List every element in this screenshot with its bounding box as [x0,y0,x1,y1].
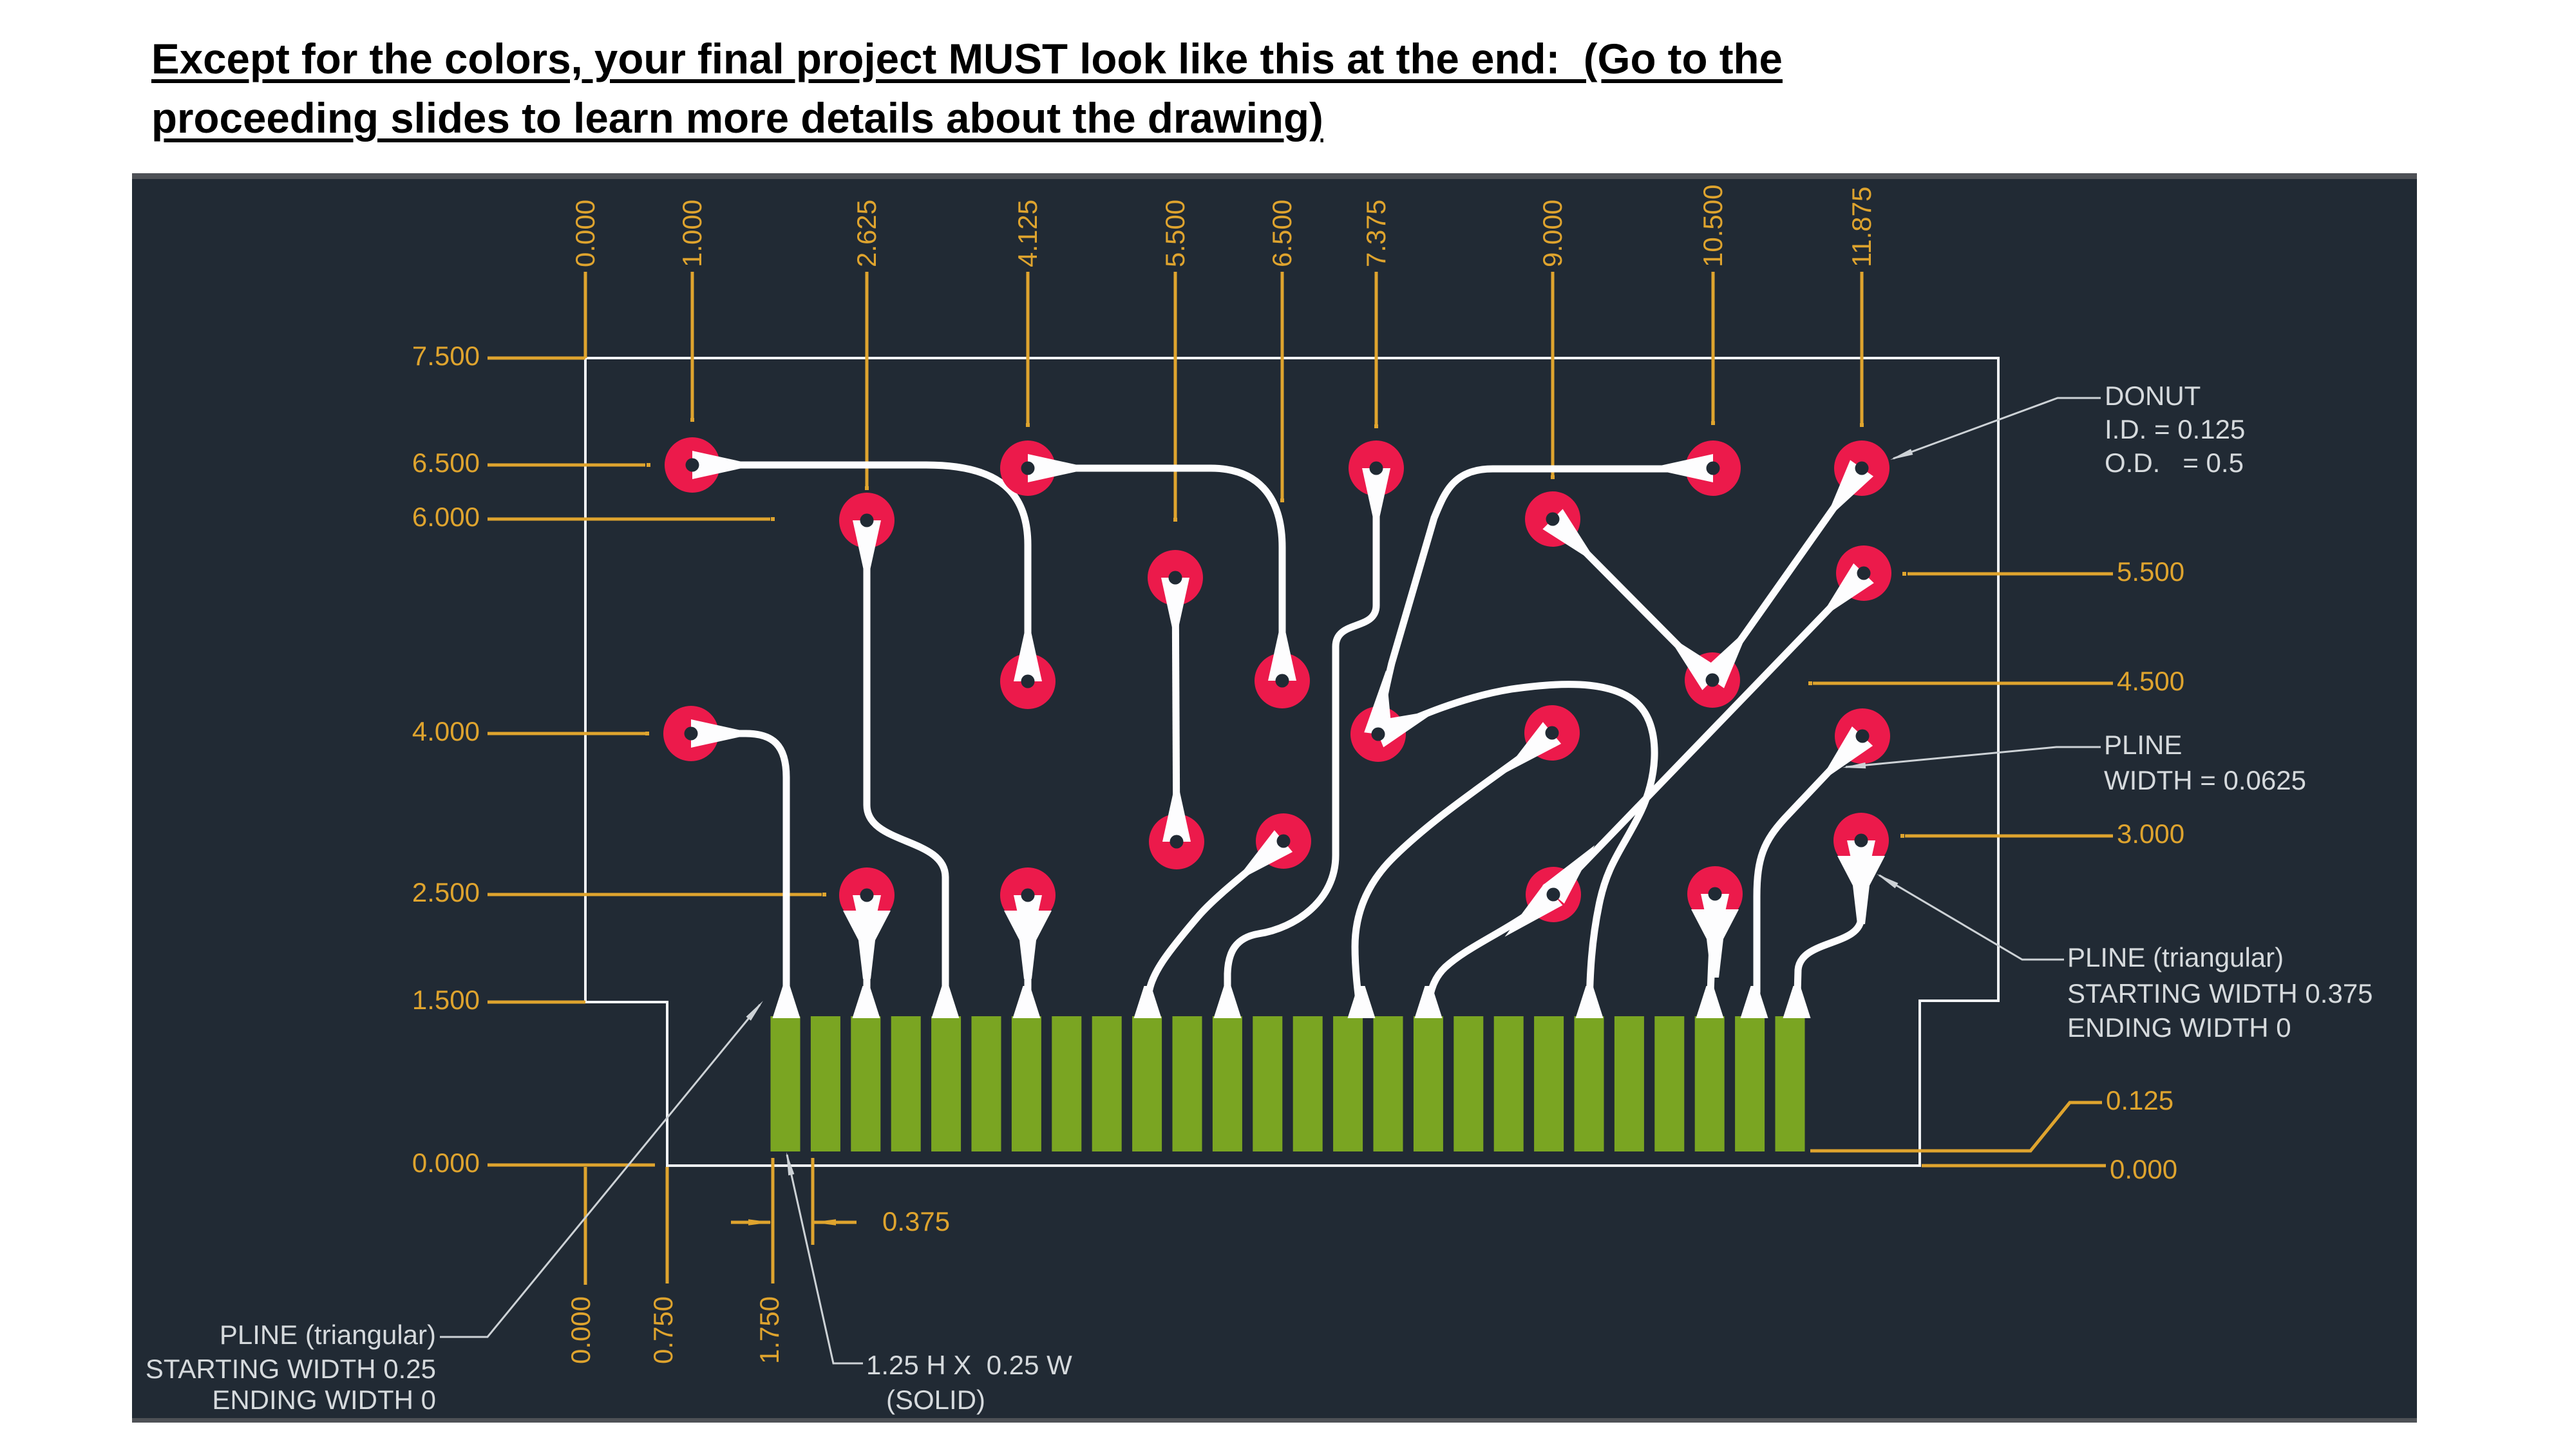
svg-text:0.375: 0.375 [882,1206,950,1236]
svg-text:O.D. = 0.5: O.D. = 0.5 [2105,448,2244,478]
svg-text:1.25 H X 0.25 W: 1.25 H X 0.25 W [866,1350,1072,1380]
svg-text:PLINE: PLINE [2104,730,2182,760]
svg-text:4.000: 4.000 [412,716,480,746]
svg-text:0.125: 0.125 [2106,1085,2174,1115]
svg-text:0.750: 0.750 [648,1296,678,1364]
svg-text:WIDTH = 0.0625: WIDTH = 0.0625 [2104,765,2306,795]
svg-text:1.000: 1.000 [677,200,707,267]
svg-text:10.500: 10.500 [1698,185,1728,267]
svg-text:3.000: 3.000 [2117,819,2184,849]
svg-text:4.125: 4.125 [1012,200,1043,267]
svg-text:ENDING WIDTH 0: ENDING WIDTH 0 [212,1385,436,1415]
svg-text:0.000: 0.000 [565,1296,596,1364]
svg-text:4.500: 4.500 [2117,666,2184,696]
svg-text:0.000: 0.000 [412,1148,480,1178]
svg-text:(SOLID): (SOLID) [886,1385,985,1415]
svg-text:9.000: 9.000 [1537,200,1567,267]
svg-text:DONUT: DONUT [2105,381,2201,411]
svg-text:STARTING WIDTH 0.375: STARTING WIDTH 0.375 [2067,978,2373,1009]
svg-text:5.500: 5.500 [2117,556,2184,587]
svg-text:0.000: 0.000 [570,200,600,267]
svg-text:ENDING WIDTH 0: ENDING WIDTH 0 [2067,1012,2291,1043]
svg-text:I.D. = 0.125: I.D. = 0.125 [2105,414,2245,444]
svg-text:0.000: 0.000 [2110,1154,2177,1184]
svg-text:PLINE (triangular): PLINE (triangular) [220,1320,436,1350]
svg-text:2.500: 2.500 [412,877,480,907]
svg-text:6.500: 6.500 [1267,200,1297,267]
svg-text:PLINE (triangular): PLINE (triangular) [2067,942,2284,972]
svg-text:7.375: 7.375 [1361,200,1391,267]
svg-text:1.500: 1.500 [412,985,480,1015]
svg-text:1.750: 1.750 [754,1296,784,1364]
svg-text:11.875: 11.875 [1846,187,1877,267]
svg-text:7.500: 7.500 [412,341,480,371]
svg-text:2.625: 2.625 [851,200,882,267]
svg-text:5.500: 5.500 [1160,200,1190,267]
svg-text:6.000: 6.000 [412,502,480,532]
svg-text:6.500: 6.500 [412,448,480,478]
svg-text:STARTING WIDTH 0.25: STARTING WIDTH 0.25 [146,1354,436,1384]
